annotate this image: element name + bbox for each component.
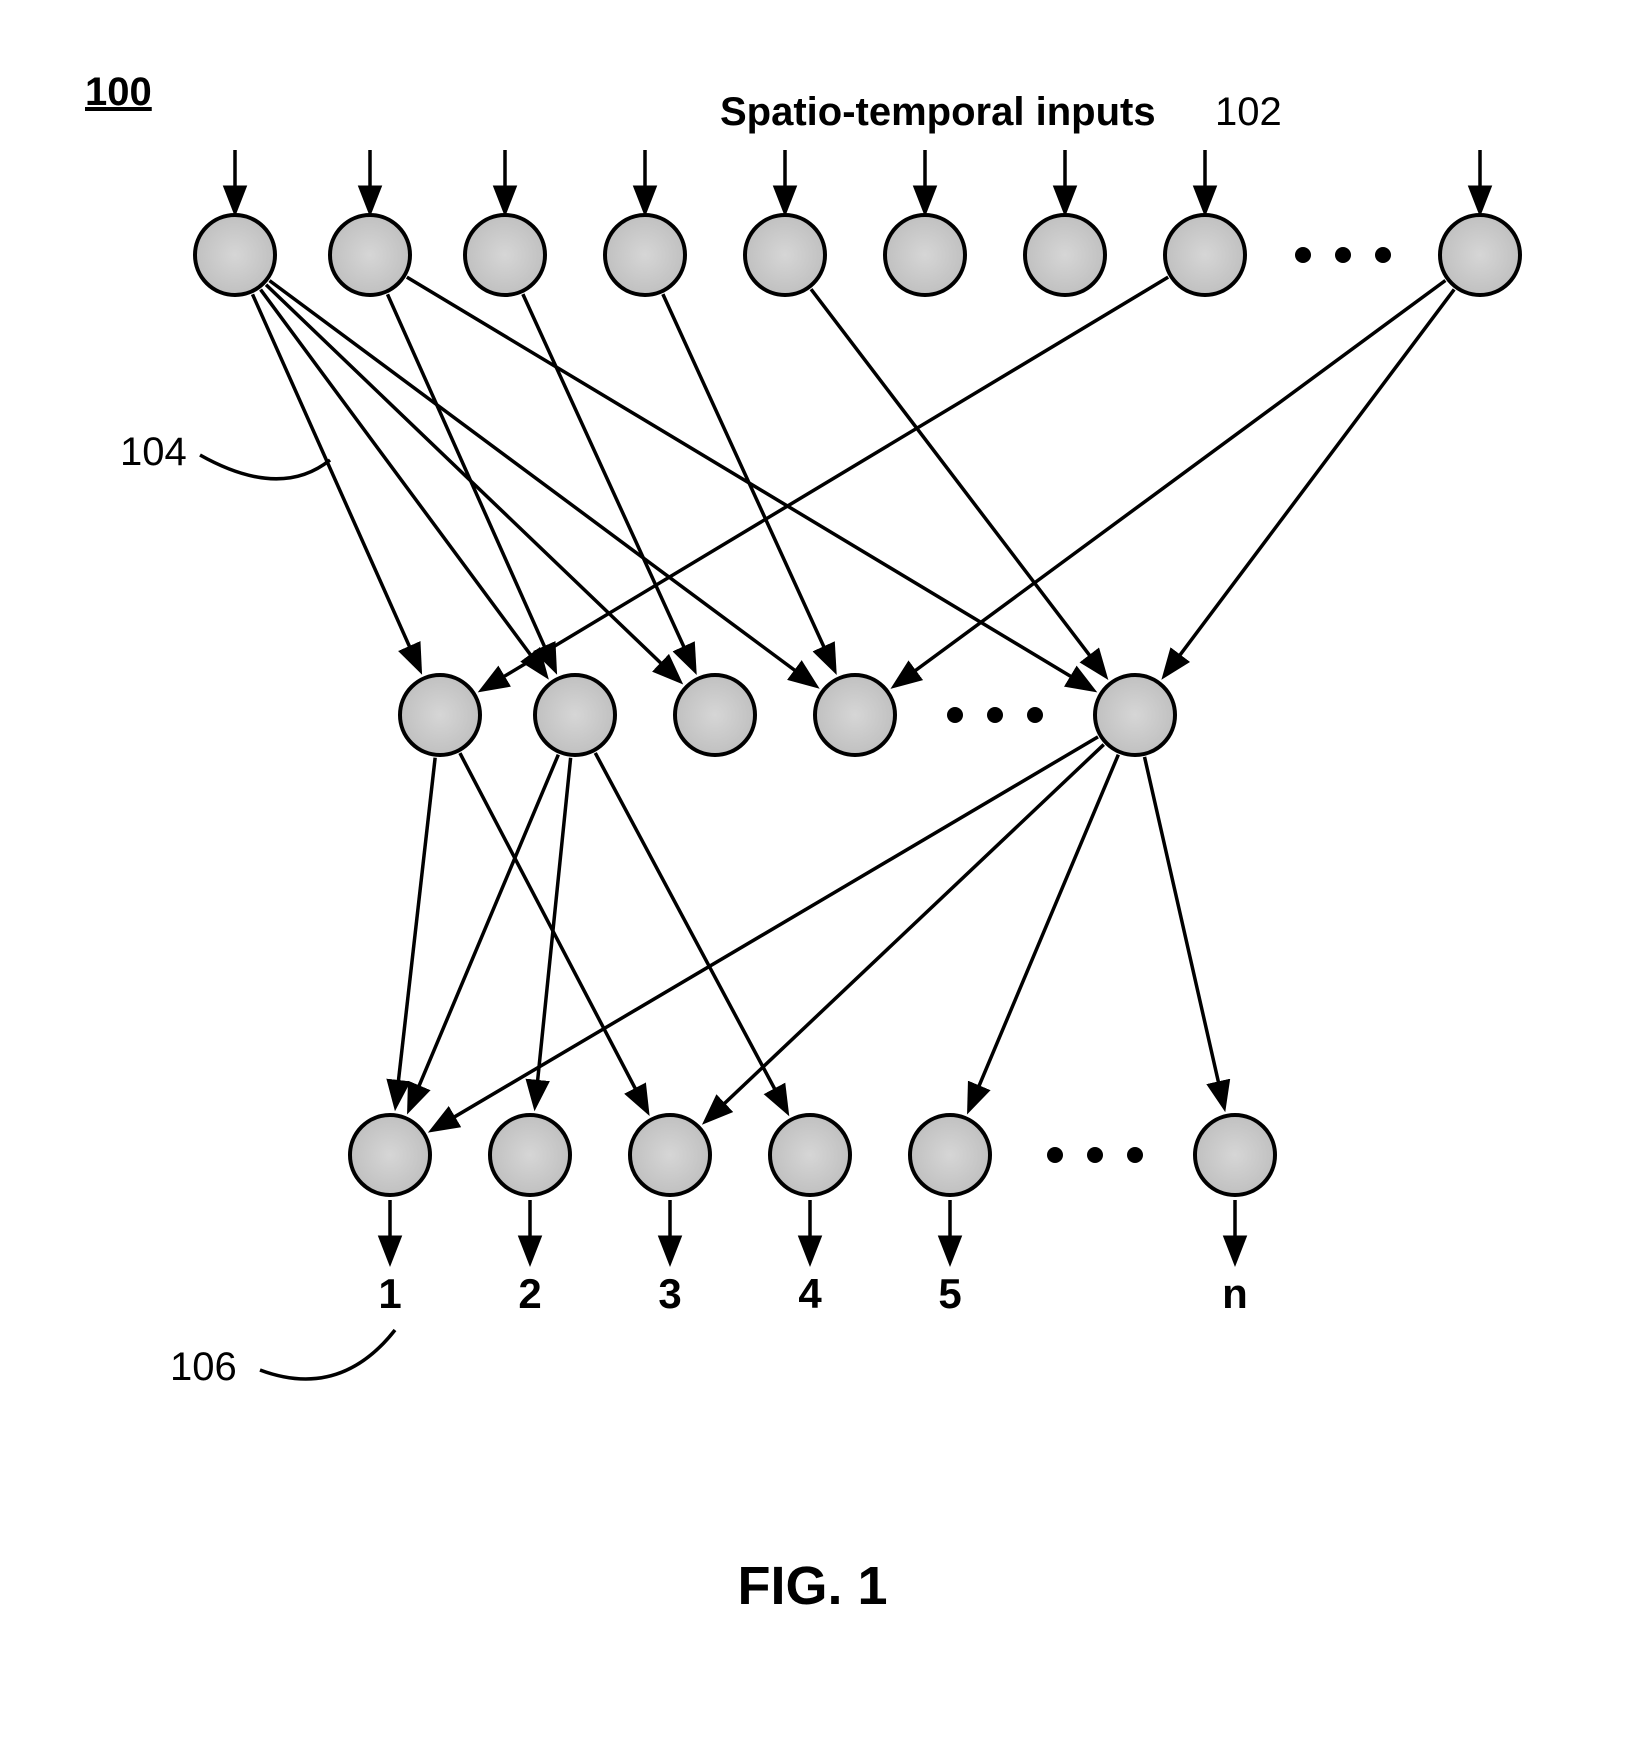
output-index-label: 2 [505,1270,555,1318]
leader-line [260,1330,395,1379]
figure-ref-100: 100 [85,70,152,115]
connection-edge [270,281,815,685]
neuron-node [605,215,685,295]
ellipsis-dot [1087,1147,1103,1163]
ellipsis-dot [1047,1147,1063,1163]
neuron-node [465,215,545,295]
neuron-node [1025,215,1105,295]
output-index-label: 4 [785,1270,835,1318]
output-ref-106: 106 [170,1345,237,1390]
neuron-node [910,1115,990,1195]
connection-edge [1166,289,1455,674]
output-index-label: 3 [645,1270,695,1318]
leader-line [200,455,330,479]
connection-edge [896,280,1445,684]
neuron-node [1440,215,1520,295]
ellipsis-dot [1375,247,1391,263]
neuron-node [490,1115,570,1195]
neuron-node [815,675,895,755]
network-diagram [0,0,1625,1748]
ellipsis-dot [1335,247,1351,263]
neuron-node [770,1115,850,1195]
figure-container: 100 Spatio-temporal inputs 102 104 106 1… [0,0,1625,1748]
neuron-node [1195,1115,1275,1195]
neuron-node [885,215,965,295]
connection-edge [811,289,1104,674]
connection-edge [1145,757,1224,1105]
input-title: Spatio-temporal inputs [720,90,1156,135]
ellipsis-dot [947,707,963,723]
connection-edge [595,753,786,1110]
ellipsis-dot [987,707,1003,723]
neuron-node [675,675,755,755]
ellipsis-dot [1027,707,1043,723]
neuron-node [330,215,410,295]
output-index-label: 1 [365,1270,415,1318]
ellipsis-dot [1295,247,1311,263]
neuron-node [350,1115,430,1195]
connection-edge [663,294,834,668]
ellipsis-dot [1127,1147,1143,1163]
connection-edge [970,755,1119,1108]
neuron-node [400,675,480,755]
neuron-node [535,675,615,755]
connection-edge [484,277,1168,689]
figure-caption: FIG. 1 [0,1555,1625,1617]
connection-edge [396,758,435,1105]
connection-edge [261,290,545,674]
output-index-label: n [1210,1270,1260,1318]
neuron-node [745,215,825,295]
title-ref-102: 102 [1215,90,1282,135]
neuron-node [195,215,275,295]
output-index-label: 5 [925,1270,975,1318]
middle-ref-104: 104 [120,430,187,475]
neuron-node [1165,215,1245,295]
neuron-node [630,1115,710,1195]
connection-edge [410,755,559,1108]
neuron-node [1095,675,1175,755]
